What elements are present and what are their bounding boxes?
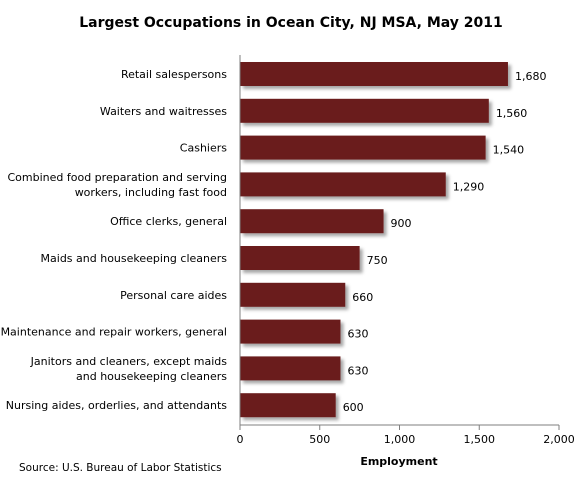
value-label-7: 630 xyxy=(347,328,368,341)
value-label-0: 1,680 xyxy=(515,70,547,83)
category-label-8: Janitors and cleaners, except maids and h… xyxy=(30,355,228,383)
value-label-3: 1,290 xyxy=(453,180,485,193)
x-tick-label-4: 2,000 xyxy=(543,433,575,446)
bar-3 xyxy=(240,172,446,197)
category-label-1: Waiters and waitresses xyxy=(100,105,227,118)
category-label-4: Office clerks, general xyxy=(110,215,227,228)
category-labels: Retail salespersons Waiters and waitresse… xyxy=(1,68,228,412)
value-label-9: 600 xyxy=(343,401,364,414)
value-label-5: 750 xyxy=(367,254,388,267)
bar-9 xyxy=(240,393,336,418)
category-label-3: Combined food preparation and serving wor… xyxy=(7,171,227,199)
bar-6 xyxy=(240,282,346,307)
value-labels: 1,680 1,560 1,540 1,290 900 750 660 630 630 600 xyxy=(343,70,547,414)
value-label-8: 630 xyxy=(347,364,368,377)
x-axis: 0 500 1,000 1,500 2,000 xyxy=(237,55,575,446)
bar-0 xyxy=(240,62,508,86)
category-label-6: Personal care aides xyxy=(120,289,227,302)
bars-group xyxy=(240,62,508,418)
x-tick-label-0: 0 xyxy=(237,433,244,446)
value-label-2: 1,540 xyxy=(493,144,525,157)
category-label-9: Nursing aides, orderlies, and attendants xyxy=(6,399,227,412)
bar-5 xyxy=(240,246,360,270)
bar-1 xyxy=(240,98,489,123)
x-tick-label-1: 500 xyxy=(309,433,330,446)
category-label-2: Cashiers xyxy=(180,142,227,155)
x-tick-label-3: 1,500 xyxy=(464,433,496,446)
value-label-1: 1,560 xyxy=(496,107,528,120)
bar-2 xyxy=(240,135,486,160)
x-tick-label-2: 1,000 xyxy=(384,433,416,446)
source-note: Source: U.S. Bureau of Labor Statistics xyxy=(19,462,222,474)
bar-8 xyxy=(240,356,341,381)
chart-title: Largest Occupations in Ocean City, NJ MS… xyxy=(79,15,503,31)
category-label-5: Maids and housekeeping cleaners xyxy=(41,252,228,265)
bar-7 xyxy=(240,319,341,344)
category-label-7: Maintenance and repair workers, general xyxy=(1,326,227,339)
category-label-0: Retail salespersons xyxy=(121,68,227,81)
value-label-6: 660 xyxy=(352,291,373,304)
value-label-4: 900 xyxy=(391,217,412,230)
x-axis-title: Employment xyxy=(360,455,437,468)
bar-4 xyxy=(240,209,384,234)
